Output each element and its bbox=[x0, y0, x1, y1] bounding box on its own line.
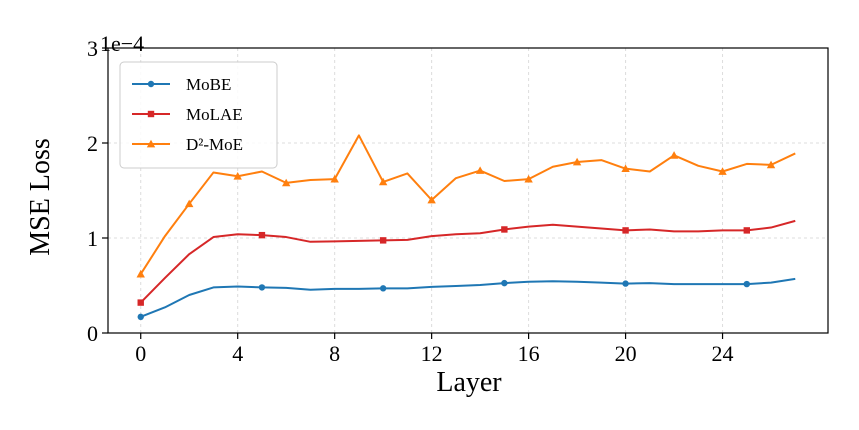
series-3 bbox=[136, 134, 796, 278]
series-point bbox=[379, 285, 387, 292]
x-tick-label: 16 bbox=[518, 341, 540, 366]
series-point bbox=[258, 231, 266, 239]
series-point bbox=[766, 160, 776, 169]
x-axis: 0 4 8 12 16 20 24 bbox=[135, 333, 734, 366]
series-point bbox=[743, 280, 750, 288]
plot-series bbox=[136, 134, 796, 321]
y-tick-label: 2 bbox=[87, 131, 98, 156]
x-tick-label: 24 bbox=[712, 341, 734, 366]
legend-marker bbox=[146, 139, 156, 148]
series-point bbox=[427, 195, 436, 204]
y-tick-label: 1 bbox=[87, 226, 98, 251]
y-tick-label: 3 bbox=[87, 36, 98, 61]
series-point bbox=[379, 237, 387, 244]
x-tick-label: 4 bbox=[232, 341, 243, 366]
x-tick-label: 0 bbox=[135, 341, 146, 366]
legend-label: MoBE bbox=[186, 75, 231, 94]
series-line bbox=[139, 134, 796, 275]
legend-item: MoBE bbox=[132, 75, 231, 94]
series-point bbox=[185, 199, 194, 208]
series-point bbox=[524, 174, 533, 183]
y-axis-label: MSE Loss bbox=[25, 138, 56, 255]
series-point bbox=[258, 284, 266, 291]
series-point bbox=[136, 269, 145, 278]
legend-item: MoLAE bbox=[132, 105, 243, 124]
series-point bbox=[137, 313, 144, 321]
series-point bbox=[501, 226, 508, 233]
series-2 bbox=[137, 219, 796, 306]
y-axis: 0 1 2 3 bbox=[87, 36, 108, 346]
series-point bbox=[330, 174, 339, 183]
x-tick-label: 20 bbox=[615, 341, 637, 366]
legend-label: MoLAE bbox=[186, 105, 243, 124]
y-tick-label: 0 bbox=[87, 321, 98, 346]
series-point bbox=[137, 299, 144, 306]
legend-box bbox=[119, 61, 278, 169]
x-axis-label: Layer bbox=[436, 367, 502, 398]
series-point bbox=[718, 167, 727, 175]
series-point bbox=[621, 164, 630, 173]
series-line bbox=[140, 219, 796, 304]
series-point bbox=[572, 157, 582, 166]
x-tick-label: 12 bbox=[421, 341, 443, 366]
legend: MoBE MoLAE D²-MoE bbox=[119, 61, 278, 169]
plot-frame bbox=[107, 47, 829, 334]
x-tick-label: 8 bbox=[329, 341, 340, 366]
series-point bbox=[501, 279, 508, 287]
legend-marker bbox=[147, 110, 155, 118]
series-point bbox=[378, 177, 388, 186]
series-point bbox=[743, 227, 750, 234]
legend-marker bbox=[147, 80, 155, 88]
legend-item: D²-MoE bbox=[132, 135, 243, 154]
series-point bbox=[233, 172, 242, 180]
series-1 bbox=[137, 277, 796, 321]
series-point bbox=[475, 166, 485, 174]
series-point bbox=[281, 178, 291, 187]
series-point bbox=[622, 280, 629, 287]
y-axis-scale-label: 1e−4 bbox=[100, 31, 144, 56]
legend-label: D²-MoE bbox=[186, 135, 243, 154]
series-point bbox=[622, 227, 629, 234]
series-point bbox=[669, 151, 679, 159]
series-line bbox=[140, 277, 796, 318]
